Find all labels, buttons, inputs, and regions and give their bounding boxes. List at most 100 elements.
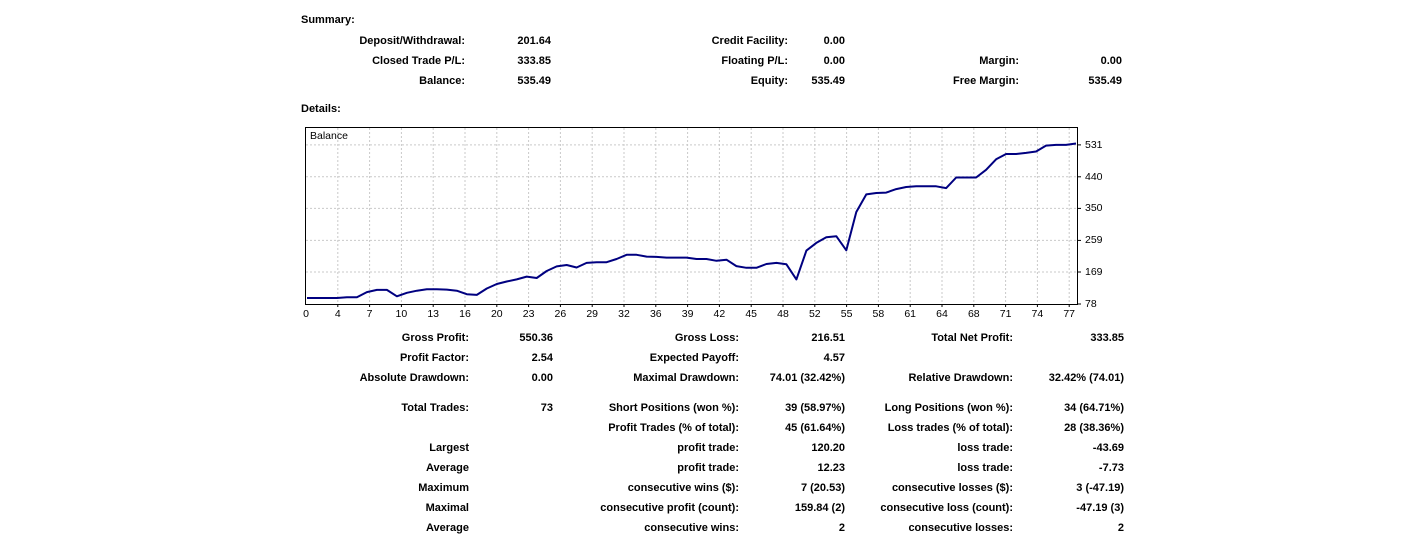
stat-label: loss trade: <box>957 442 1013 454</box>
table-row: Average consecutive wins: 2 consecutive los… <box>0 522 1421 537</box>
stat-label: Absolute Drawdown: <box>359 372 469 384</box>
stat-label: Average <box>425 522 469 534</box>
x-axis-label: 23 <box>522 308 535 320</box>
stat-value: 28 (38.36%) <box>1064 422 1124 434</box>
stat-label: Gross Loss: <box>674 332 739 344</box>
stat-label: Total Net Profit: <box>931 332 1013 344</box>
stat-value: 2.54 <box>531 352 553 364</box>
stat-label: Maximum <box>418 482 469 494</box>
balance-line <box>307 142 1077 299</box>
stat-value: 2 <box>838 522 845 534</box>
table-row: Maximum consecutive wins ($): 7 (20.53) con… <box>0 482 1421 497</box>
stat-value: 120.20 <box>811 442 845 454</box>
balance-series-label: Balance <box>310 130 348 142</box>
y-axis-label: 440 <box>1085 170 1103 183</box>
stat-label: consecutive wins: <box>644 522 739 534</box>
stat-value: -7.73 <box>1098 462 1124 474</box>
stat-value: 4.57 <box>823 352 845 364</box>
x-axis-label: 39 <box>681 308 694 320</box>
x-axis-label: 71 <box>999 308 1012 320</box>
y-axis-label: 531 <box>1085 138 1103 151</box>
stat-label: Free Margin: <box>952 75 1019 87</box>
stat-value: 12.23 <box>817 462 845 474</box>
x-axis-label: 74 <box>1031 308 1044 320</box>
y-axis-label: 169 <box>1085 266 1103 279</box>
y-axis-label: 350 <box>1085 202 1103 215</box>
x-axis-label: 13 <box>427 308 440 320</box>
x-axis-label: 64 <box>936 308 948 320</box>
details-title: Details: <box>301 103 341 115</box>
table-row: Absolute Drawdown: 0.00 Maximal Drawdown: 7… <box>0 372 1421 387</box>
stat-label: Total Trades: <box>401 402 469 414</box>
x-axis-label: 58 <box>872 308 885 320</box>
x-axis-label: 20 <box>490 308 503 320</box>
stat-value: -43.69 <box>1092 442 1124 454</box>
stat-label: Balance: <box>419 75 465 87</box>
stat-label: Long Positions (won %): <box>884 402 1013 414</box>
x-axis-label: 68 <box>967 308 980 320</box>
stat-label: Closed Trade P/L: <box>372 55 465 67</box>
stat-label: Maximal <box>425 502 469 514</box>
stat-value: 216.51 <box>811 332 845 344</box>
table-row: Closed Trade P/L: 333.85 Floating P/L: 0.00… <box>0 55 1421 70</box>
stat-value: 535.49 <box>517 75 551 87</box>
x-axis-label: 61 <box>904 308 917 320</box>
stat-label: Profit Trades (% of total): <box>608 422 739 434</box>
stat-label: consecutive wins ($): <box>627 482 739 494</box>
stat-value: 3 (-47.19) <box>1076 482 1124 494</box>
x-axis-label: 77 <box>1063 308 1076 320</box>
stat-label: Relative Drawdown: <box>908 372 1013 384</box>
x-axis-label: 16 <box>459 308 471 320</box>
stat-label: Deposit/Withdrawal: <box>359 35 465 47</box>
stat-value: 39 (58.97%) <box>785 402 845 414</box>
stat-value: 73 <box>540 402 553 414</box>
x-axis-label: 32 <box>618 308 630 320</box>
stat-label: Credit Facility: <box>711 35 788 47</box>
stat-label: Equity: <box>750 75 788 87</box>
stat-value: 2 <box>1117 522 1124 534</box>
stat-value: 34 (64.71%) <box>1064 402 1124 414</box>
x-axis-label: 36 <box>649 308 662 320</box>
stat-value: -47.19 (3) <box>1076 502 1124 514</box>
summary-title: Summary: <box>301 14 355 26</box>
stat-label: Largest <box>429 442 469 454</box>
stat-value: 333.85 <box>517 55 551 67</box>
table-row: Balance: 535.49 Equity: 535.49 Free Margin: 5… <box>0 75 1421 90</box>
x-axis-label: 55 <box>840 308 853 320</box>
x-axis-label: 26 <box>554 308 567 320</box>
stat-label: consecutive loss (count): <box>880 502 1013 514</box>
stat-value: 201.64 <box>517 35 551 47</box>
stat-label: Average <box>425 462 469 474</box>
x-axis-label: 29 <box>586 308 599 320</box>
stat-value: 0.00 <box>531 372 553 384</box>
table-row: Largest profit trade: 120.20 loss trade: -43… <box>0 442 1421 457</box>
stat-label: Floating P/L: <box>721 55 788 67</box>
table-row: Profit Trades (% of total): 45 (61.64%) Lo… <box>0 422 1421 437</box>
y-axis-label: 78 <box>1085 298 1097 310</box>
table-row: Maximal consecutive profit (count): 159.84… <box>0 502 1421 517</box>
table-row: Gross Profit: 550.36 Gross Loss: 216.51 Tota… <box>0 332 1421 347</box>
stat-label: profit trade: <box>677 442 739 454</box>
stat-label: Short Positions (won %): <box>608 402 739 414</box>
x-axis-label: 42 <box>713 308 726 320</box>
x-axis-label: 0 <box>303 308 309 320</box>
stat-value: 159.84 (2) <box>794 502 845 514</box>
table-row: Profit Factor: 2.54 Expected Payoff: 4.57 <box>0 352 1421 367</box>
x-axis-label: 4 <box>334 308 341 320</box>
table-row: Total Trades: 73 Short Positions (won %): 3… <box>0 402 1421 417</box>
stat-value: 32.42% (74.01) <box>1048 372 1124 384</box>
stat-value: 0.00 <box>1100 55 1122 67</box>
chart-svg <box>306 128 1081 307</box>
stat-label: Loss trades (% of total): <box>887 422 1013 434</box>
x-axis-label: 52 <box>808 308 821 320</box>
stat-value: 0.00 <box>823 35 845 47</box>
y-axis-label: 259 <box>1085 234 1103 247</box>
stat-value: 333.85 <box>1090 332 1124 344</box>
table-row: Average profit trade: 12.23 loss trade: -7.7… <box>0 462 1421 477</box>
stat-value: 7 (20.53) <box>800 482 845 494</box>
balance-chart: Balance <box>305 127 1081 307</box>
stat-label: consecutive losses: <box>908 522 1013 534</box>
x-axis-label: 7 <box>366 308 373 320</box>
stat-label: Expected Payoff: <box>649 352 739 364</box>
